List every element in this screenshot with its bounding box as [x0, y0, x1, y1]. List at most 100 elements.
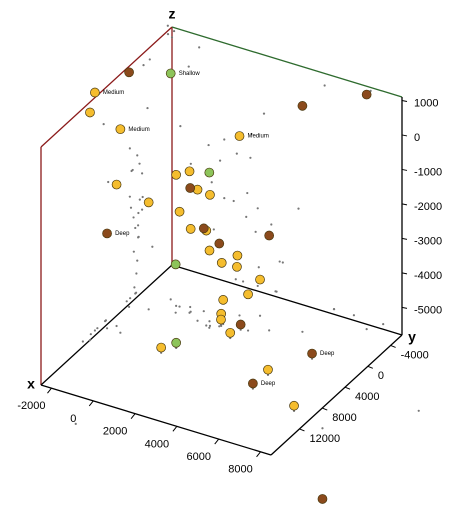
projection-dot: [196, 319, 199, 322]
y-tick-label: 12000: [309, 433, 340, 445]
z-tick: [401, 168, 408, 171]
projection-dot: [138, 162, 141, 165]
y-tick: [344, 386, 351, 390]
projection-dot: [107, 180, 110, 184]
x-tick-label: 2000: [103, 426, 127, 438]
point: [171, 337, 182, 348]
point: [263, 364, 273, 375]
point: [264, 230, 275, 241]
y-tick-label: 0: [378, 370, 384, 382]
point-label: Medium: [248, 134, 269, 140]
x-tick-label: 4000: [145, 438, 169, 450]
projection-dot: [205, 324, 208, 327]
projection-dot: [178, 305, 181, 308]
projection-dot: [166, 24, 169, 27]
y-tick: [367, 365, 374, 369]
z-tick: [401, 272, 408, 275]
projection-dot: [135, 291, 138, 294]
projection-dot: [189, 162, 192, 165]
projection-dot: [137, 224, 140, 227]
z-tick-label: -4000: [414, 270, 442, 282]
z-axis-label: z: [169, 6, 176, 22]
z-tick: [401, 134, 408, 137]
z-tick: [401, 237, 408, 240]
projection-dot: [174, 311, 177, 314]
projection-dot: [262, 112, 266, 115]
z-tick-label: -3000: [414, 235, 442, 247]
z-tick-label: -1000: [414, 166, 442, 178]
projection-dot: [235, 152, 238, 155]
projection-dot: [96, 327, 99, 330]
x-tick-label: 6000: [186, 451, 210, 463]
point: [232, 250, 243, 261]
projection-dot: [151, 245, 154, 248]
projection-dot: [141, 195, 144, 199]
point-label: Deep: [320, 351, 335, 357]
point-label: Deep: [115, 231, 130, 237]
projection-dot: [382, 322, 385, 326]
projection-dot: [278, 260, 281, 263]
projection-dot: [129, 206, 133, 209]
projection-dot: [218, 325, 221, 328]
point: [205, 189, 215, 200]
x-tick: [130, 413, 136, 419]
point: [165, 68, 176, 79]
projection-dot: [257, 266, 260, 269]
projection-dot: [119, 331, 122, 334]
point: [124, 67, 134, 78]
projection-dot: [241, 280, 245, 283]
projection-dot: [175, 304, 178, 307]
x-tick: [214, 438, 220, 445]
point: [243, 289, 253, 300]
box-edge: [171, 26, 403, 98]
projection-dot: [135, 272, 138, 275]
projection-dot: [142, 64, 145, 67]
projection-dot: [140, 172, 144, 175]
projection-dot: [128, 195, 131, 198]
y-tick-label: 8000: [332, 412, 356, 424]
projection-dot: [130, 169, 133, 173]
point: [361, 89, 372, 100]
projection-dot: [179, 125, 182, 128]
projection-dot: [89, 333, 92, 336]
projection-dot: [132, 216, 135, 219]
point: [216, 314, 226, 325]
point: [111, 179, 122, 190]
point: [185, 183, 196, 193]
projection-dot: [256, 207, 259, 210]
projection-dot: [93, 329, 97, 332]
projection-dot: [81, 340, 84, 343]
projection-dot: [138, 198, 141, 201]
point: [317, 494, 328, 504]
x-tick: [172, 426, 178, 432]
point: [218, 295, 229, 305]
point: [174, 206, 185, 217]
projection-dot: [74, 422, 77, 425]
z-tick-label: -2000: [414, 201, 442, 213]
point: [289, 400, 299, 411]
projection-dot: [105, 327, 109, 330]
projection-dot: [147, 308, 150, 311]
projection-dot: [301, 330, 304, 333]
projection-dot: [136, 259, 139, 262]
point: [234, 131, 245, 141]
point-label: Medium: [103, 90, 124, 96]
z-tick: [401, 306, 408, 309]
projection-dot: [417, 409, 420, 412]
x-tick-label: 0: [70, 413, 76, 425]
projection-dot: [207, 143, 210, 147]
point: [216, 258, 227, 268]
x-tick-label: -2000: [17, 400, 45, 412]
projection-dot: [189, 310, 192, 313]
projection-dot: [127, 305, 131, 308]
y-tick: [322, 407, 328, 411]
x-tick: [47, 387, 52, 394]
point: [214, 238, 225, 249]
box-edge: [40, 384, 272, 456]
point: [235, 319, 246, 330]
projection-dot: [321, 427, 324, 430]
point: [248, 378, 258, 389]
z-tick: [401, 99, 408, 102]
projection-dot: [258, 314, 262, 317]
projection-dot: [223, 138, 226, 141]
